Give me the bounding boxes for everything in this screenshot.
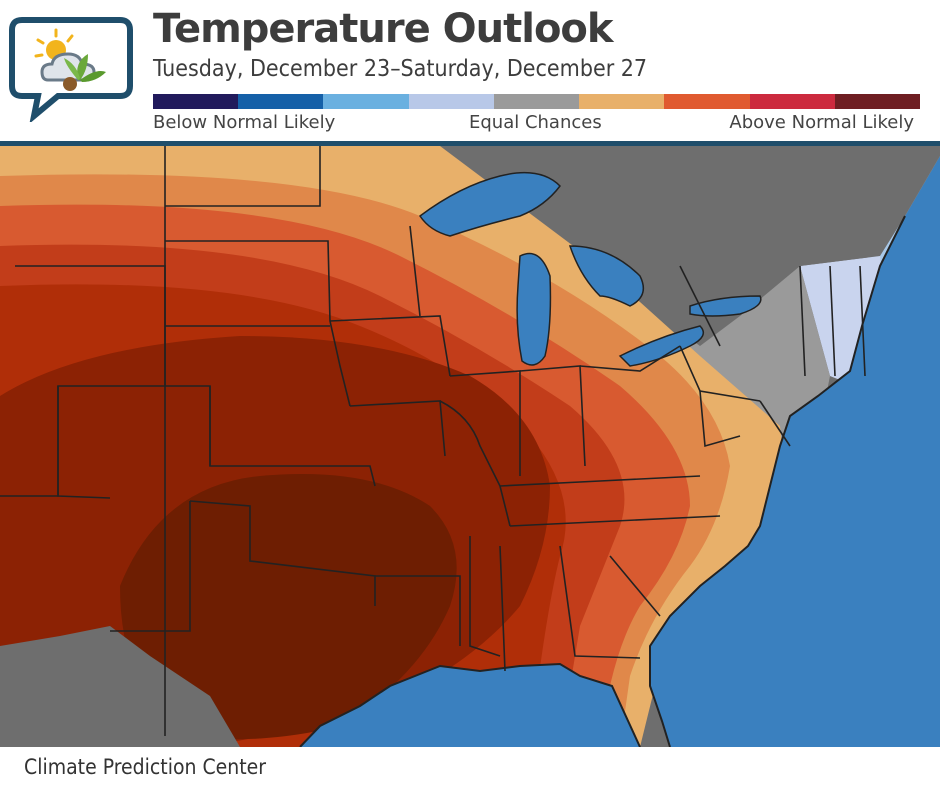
legend-swatch-1 <box>153 94 239 109</box>
legend-label-below: Below Normal Likely <box>153 112 336 133</box>
legend-swatch-6 <box>579 94 665 109</box>
lake-huron <box>568 245 645 307</box>
lake-michigan <box>516 252 552 366</box>
canada-land <box>600 146 940 346</box>
legend-labels: Below Normal Likely Equal Chances Above … <box>153 112 920 136</box>
mexico-land <box>0 626 240 747</box>
temperature-outlook-map <box>0 146 940 747</box>
lake-ontario <box>689 295 762 317</box>
great-lakes <box>418 171 762 367</box>
footer: Climate Prediction Center <box>0 747 940 788</box>
lake-superior <box>418 171 561 237</box>
legend-swatch-2 <box>238 94 324 109</box>
color-legend <box>153 94 920 109</box>
equal-chances-band <box>680 266 830 446</box>
source-credit: Climate Prediction Center <box>24 755 267 779</box>
legend-label-above: Above Normal Likely <box>729 112 914 133</box>
above-normal-90-band <box>120 474 457 740</box>
legend-swatch-9 <box>834 94 920 109</box>
legend-label-equal: Equal Chances <box>469 112 602 133</box>
header: Temperature Outlook Tuesday, December 23… <box>0 0 940 142</box>
coastline <box>299 215 906 747</box>
lake-erie <box>618 325 705 367</box>
legend-swatch-7 <box>664 94 750 109</box>
legend-swatch-4 <box>408 94 494 109</box>
legend-swatch-5 <box>493 94 580 109</box>
header-divider <box>0 141 940 146</box>
weather-plant-logo-icon <box>9 17 133 122</box>
legend-swatch-3 <box>323 94 409 109</box>
date-range-subtitle: Tuesday, December 23–Saturday, December … <box>153 56 648 82</box>
probability-bands <box>0 146 940 747</box>
legend-swatch-8 <box>749 94 835 109</box>
map-canvas <box>0 146 940 747</box>
page-title: Temperature Outlook <box>153 6 614 52</box>
